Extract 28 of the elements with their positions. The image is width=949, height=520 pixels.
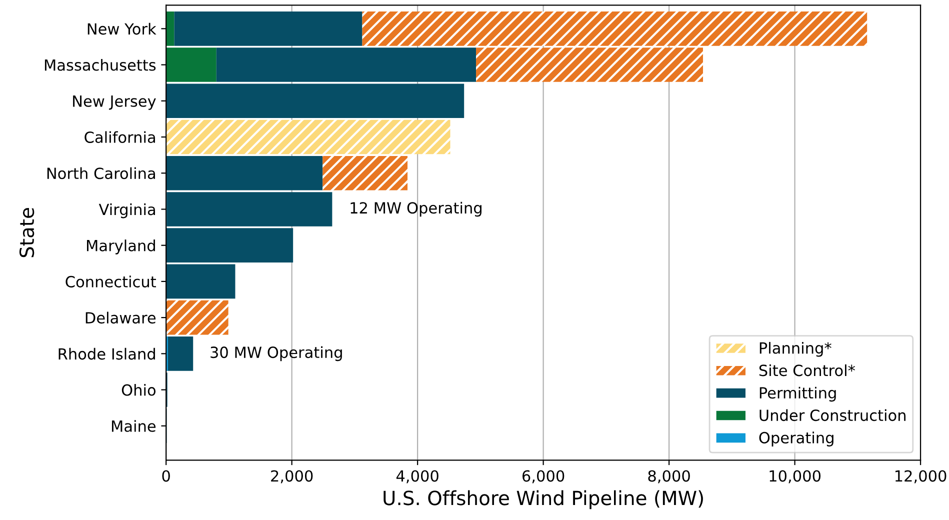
y-tick-label: New Jersey: [73, 96, 156, 110]
y-tick-label: Delaware: [86, 312, 156, 324]
legend-label: Operating: [759, 432, 834, 446]
y-axis-title: State: [19, 208, 34, 258]
x-tick-label: 2,000: [271, 470, 313, 484]
y-tick-label: Virginia: [98, 203, 155, 218]
x-tick-label: 8,000: [648, 470, 690, 484]
y-tick-label: Maine: [112, 420, 156, 432]
y-tick-label: Massachusetts: [44, 58, 156, 71]
y-tick-label: North Carolina: [47, 167, 155, 180]
y-tick-label: New York: [88, 22, 156, 35]
x-tick-label: 12,000: [895, 470, 946, 484]
legend-label: Planning*: [760, 342, 832, 357]
x-axis-title: U.S. Offshore Wind Pipeline (MW): [384, 490, 703, 510]
y-tick-label: Rhode Island: [58, 348, 155, 360]
annotation: 12 MW Operating: [350, 202, 482, 217]
legend-label: Site Control*: [759, 364, 855, 376]
y-tick-label: Connecticut: [66, 276, 156, 288]
legend-label: Permitting: [760, 386, 836, 402]
x-tick-label: 4,000: [396, 470, 438, 484]
y-tick-label: Maryland: [86, 240, 155, 254]
x-tick-label: 10,000: [770, 470, 820, 484]
x-tick-label: 0: [162, 470, 170, 482]
y-tick-label: California: [84, 131, 155, 144]
y-tick-label: Ohio: [122, 384, 156, 396]
x-tick-label: 6,000: [522, 470, 564, 484]
annotation: 30 MW Operating: [210, 346, 342, 362]
legend-label: Under Construction: [760, 409, 906, 422]
